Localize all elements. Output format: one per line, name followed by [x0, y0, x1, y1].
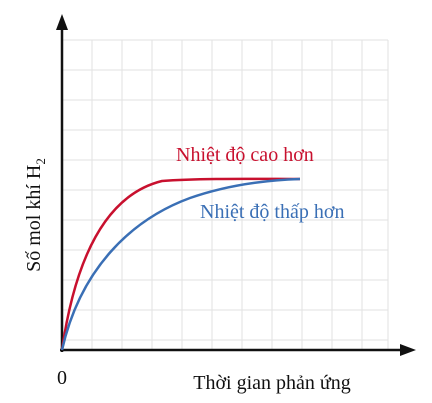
y-arrow — [56, 14, 68, 30]
x-arrow — [400, 344, 416, 356]
curve-label: Nhiệt độ cao hơn — [176, 144, 314, 166]
y-axis-label: Số mol khí H2 — [23, 158, 48, 272]
curve-high-temp — [60, 177, 301, 351]
origin-label: 0 — [57, 367, 67, 389]
curve-label: Nhiệt độ thấp hơn — [200, 201, 344, 223]
y-label-subscript: 2 — [33, 158, 48, 165]
x-axis-label: Thời gian phản ứng — [193, 372, 351, 394]
y-label-text: Số mol khí H — [23, 165, 45, 272]
grid — [62, 39, 389, 350]
curve-low-temp — [60, 177, 301, 351]
